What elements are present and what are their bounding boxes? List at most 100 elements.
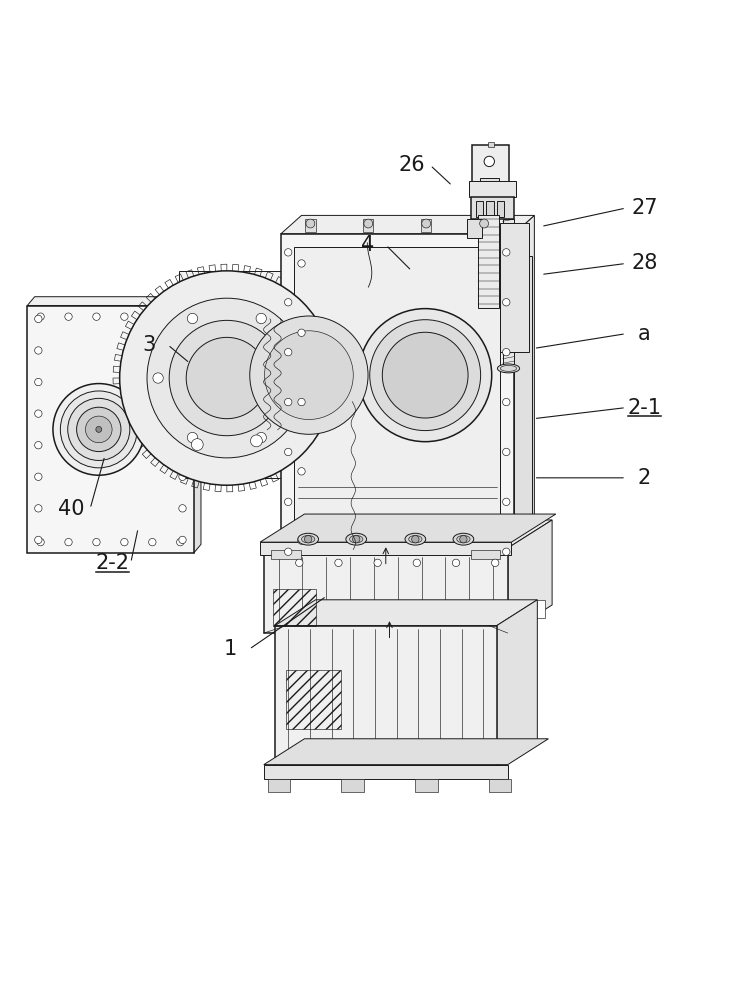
- Circle shape: [284, 548, 292, 555]
- Bar: [515, 564, 531, 578]
- Circle shape: [119, 271, 334, 485]
- Circle shape: [298, 537, 305, 544]
- Circle shape: [37, 538, 45, 546]
- Bar: [487, 142, 493, 147]
- Bar: [486, 201, 493, 217]
- Circle shape: [502, 398, 510, 406]
- Circle shape: [121, 538, 128, 546]
- Polygon shape: [496, 600, 537, 766]
- Circle shape: [179, 347, 186, 354]
- Circle shape: [35, 378, 42, 386]
- Circle shape: [304, 535, 312, 543]
- Bar: [275, 626, 496, 766]
- Circle shape: [298, 329, 305, 336]
- Bar: [469, 181, 516, 197]
- Bar: [272, 550, 301, 559]
- Polygon shape: [264, 739, 548, 765]
- Text: 2-2: 2-2: [95, 553, 129, 573]
- Bar: [294, 247, 500, 557]
- Circle shape: [186, 337, 268, 419]
- Bar: [478, 215, 499, 308]
- Bar: [511, 600, 545, 618]
- Text: 26: 26: [398, 155, 425, 175]
- Bar: [476, 201, 483, 217]
- Circle shape: [502, 548, 510, 555]
- Circle shape: [460, 535, 467, 543]
- Circle shape: [148, 538, 156, 546]
- Circle shape: [148, 313, 156, 320]
- Ellipse shape: [497, 364, 519, 373]
- Circle shape: [502, 299, 510, 306]
- Circle shape: [502, 498, 510, 506]
- Circle shape: [85, 416, 112, 443]
- Circle shape: [76, 407, 121, 452]
- Circle shape: [413, 559, 421, 567]
- Ellipse shape: [453, 533, 473, 545]
- Circle shape: [256, 313, 266, 324]
- Polygon shape: [264, 520, 552, 548]
- Circle shape: [187, 313, 197, 324]
- Circle shape: [35, 441, 42, 449]
- Circle shape: [179, 441, 186, 449]
- Circle shape: [153, 373, 163, 383]
- Bar: [264, 548, 508, 633]
- Circle shape: [284, 448, 292, 456]
- Circle shape: [298, 260, 305, 267]
- Bar: [513, 256, 532, 533]
- Circle shape: [37, 313, 45, 320]
- Ellipse shape: [500, 365, 516, 371]
- Circle shape: [179, 536, 186, 544]
- Bar: [489, 779, 511, 792]
- Bar: [280, 234, 513, 570]
- Circle shape: [179, 473, 186, 480]
- Text: 3: 3: [142, 335, 156, 355]
- Circle shape: [352, 535, 360, 543]
- Circle shape: [265, 331, 353, 419]
- Circle shape: [177, 313, 184, 320]
- Ellipse shape: [301, 535, 315, 543]
- Circle shape: [382, 332, 468, 418]
- Circle shape: [295, 559, 303, 567]
- Circle shape: [35, 536, 42, 544]
- Bar: [305, 219, 315, 232]
- Circle shape: [65, 538, 72, 546]
- Text: 4: 4: [361, 235, 374, 255]
- Circle shape: [290, 373, 301, 383]
- Circle shape: [35, 473, 42, 480]
- Ellipse shape: [457, 535, 470, 543]
- Bar: [496, 201, 504, 217]
- Text: a: a: [638, 324, 651, 344]
- Circle shape: [96, 426, 102, 432]
- Circle shape: [284, 249, 292, 256]
- Circle shape: [147, 298, 306, 458]
- Polygon shape: [275, 600, 537, 626]
- Circle shape: [370, 320, 481, 431]
- Circle shape: [491, 559, 499, 567]
- Bar: [479, 219, 489, 232]
- Circle shape: [479, 219, 488, 228]
- Bar: [341, 779, 364, 792]
- Circle shape: [284, 398, 292, 406]
- Circle shape: [68, 398, 130, 460]
- Circle shape: [35, 505, 42, 512]
- Circle shape: [374, 559, 381, 567]
- Circle shape: [298, 398, 305, 406]
- Circle shape: [484, 156, 494, 167]
- Circle shape: [284, 498, 292, 506]
- Text: 2: 2: [638, 468, 651, 488]
- Text: 2-1: 2-1: [628, 398, 662, 418]
- Circle shape: [358, 309, 492, 442]
- Bar: [268, 779, 289, 792]
- Ellipse shape: [405, 533, 426, 545]
- Polygon shape: [194, 297, 201, 553]
- Circle shape: [93, 538, 100, 546]
- Ellipse shape: [346, 533, 367, 545]
- Polygon shape: [27, 297, 201, 306]
- Bar: [470, 550, 500, 559]
- Ellipse shape: [349, 535, 363, 543]
- Circle shape: [65, 313, 72, 320]
- Bar: [416, 779, 438, 792]
- Bar: [499, 223, 529, 352]
- Circle shape: [421, 219, 430, 228]
- Circle shape: [53, 384, 145, 475]
